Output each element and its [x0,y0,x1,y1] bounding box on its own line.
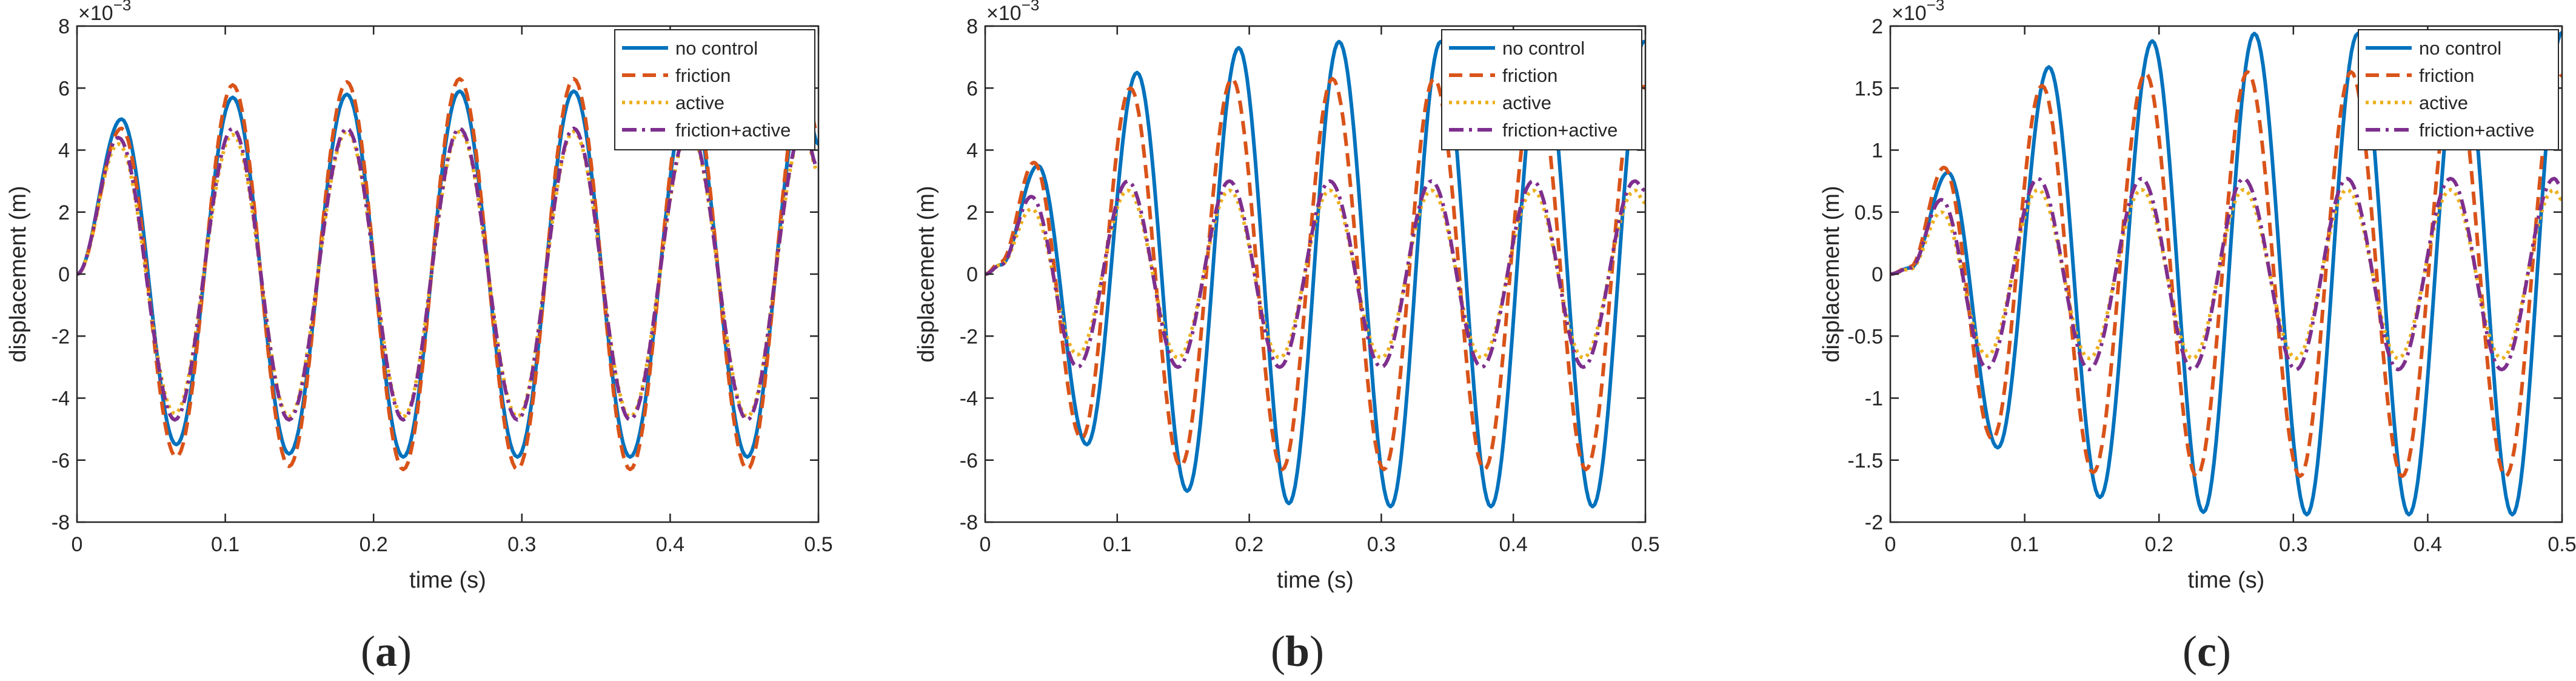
y-tick-label: 2 [58,201,70,224]
x-axis-label: time (s) [1277,568,1354,593]
legend-entry-label: no control [675,38,758,59]
series-line-no-control [985,39,1645,509]
y-tick-label: 6 [966,77,978,100]
y-tick-label: 1 [1872,139,1883,163]
legend-entry-label: no control [1502,38,1585,59]
legend: no control friction active friction+active [1441,29,1642,150]
y-tick-label: 0 [966,263,978,286]
y-axis-label: displacement (m) [5,186,31,362]
y-tick-label: 2 [966,201,978,224]
y-tick-label: 8 [966,15,978,38]
x-tick-label: 0 [980,533,991,556]
panel-label: (b) [1271,627,1324,676]
y-tick-label: -0.5 [1847,325,1883,348]
x-tick-label: 0.5 [2548,533,2576,556]
legend-entry-label: friction [1502,65,1557,86]
x-tick-label: 0.5 [804,533,832,556]
y-exponent-label: ×10−3 [1892,0,1944,25]
legend-entry-label: active [2419,92,2468,113]
y-exponent-label: ×10−3 [78,0,131,25]
y-exponent-power: −3 [113,0,132,14]
legend-entry-label: friction+active [675,119,791,141]
legend: no control friction active friction+active [614,29,815,150]
legend-entry-label: friction [2419,65,2474,86]
y-tick-label: 1.5 [1855,77,1883,100]
x-tick-label: 0.1 [1103,533,1131,556]
x-tick-label: 0.4 [656,533,684,556]
x-axis-label: time (s) [409,568,486,593]
y-tick-label: 4 [58,139,70,163]
chart-panel-3: 0 0.1 0.2 0.3 0.4 0.5 -2 -1.5 -1 -0.5 0 0.5 1 1.5 2 ×10… [1819,0,2576,676]
y-tick-label: -8 [960,511,978,534]
chart-panel-2: 0 0.1 0.2 0.3 0.4 0.5 -8 -6 -4 -2 0 2 4 6 8 ×10−3 time (… [914,0,1660,676]
y-tick-label: -1 [1865,387,1883,411]
y-tick-label: -6 [52,449,70,472]
x-tick-label: 0 [1885,533,1896,556]
x-tick-label: 0.2 [360,533,388,556]
y-exponent-power: −3 [1927,0,1945,14]
x-axis-label: time (s) [2188,568,2265,593]
series-line-no-control [77,89,818,459]
x-tick-label: 0.3 [507,533,536,556]
series-line-active [77,129,818,419]
x-tick-label: 0.4 [1499,533,1528,556]
y-tick-label: 8 [58,15,70,38]
x-tick-label: 0.2 [2145,533,2173,556]
x-tick-label: 0 [72,533,83,556]
y-tick-label: 0 [1872,263,1883,286]
panel-label: (a) [361,627,412,676]
y-tick-label: -8 [52,511,70,534]
y-tick-label: -4 [960,387,978,411]
x-tick-label: 0.1 [2010,533,2039,556]
legend: no control friction active friction+active [2358,29,2559,150]
y-tick-label: 6 [58,77,70,100]
y-tick-label: -2 [960,325,978,348]
panel-label: (c) [2183,627,2231,676]
y-exponent-label: ×10−3 [986,0,1039,25]
y-tick-label: 0 [58,263,70,286]
chart-panel-1: 0 0.1 0.2 0.3 0.4 0.5 -8 -6 -4 -2 0 2 4 6 8 ×10−3 time (… [5,0,833,676]
x-tick-label: 0.3 [1367,533,1396,556]
y-tick-label: -2 [1865,511,1883,534]
series-line-friction-active [1890,176,2562,372]
legend-entry-label: active [1502,92,1551,113]
legend-entry-label: friction+active [1502,119,1618,141]
x-tick-label: 0.5 [1631,533,1659,556]
y-tick-label: -6 [960,449,978,472]
y-axis-label: displacement (m) [914,186,939,362]
series-line-friction-active [985,179,1645,369]
y-axis-label: displacement (m) [1819,186,1844,362]
legend-entry-label: no control [2419,38,2501,59]
x-tick-label: 0.4 [2414,533,2442,556]
y-tick-label: -2 [52,325,70,348]
x-tick-label: 0.1 [211,533,239,556]
y-tick-label: 4 [966,139,978,163]
legend-entry-label: friction+active [2419,119,2534,141]
x-tick-label: 0.3 [2279,533,2307,556]
y-tick-label: 0.5 [1855,201,1883,224]
legend-entry-label: friction [675,65,731,86]
y-tick-label: -4 [52,387,70,411]
y-tick-label: 2 [1872,15,1883,38]
y-exponent-power: −3 [1022,0,1040,14]
series-line-friction-active [77,126,818,422]
x-tick-label: 0.2 [1235,533,1263,556]
legend-entry-label: active [675,92,724,113]
y-tick-label: -1.5 [1847,449,1883,472]
series-line-friction [77,76,818,472]
series-line-no-control [1890,31,2562,517]
